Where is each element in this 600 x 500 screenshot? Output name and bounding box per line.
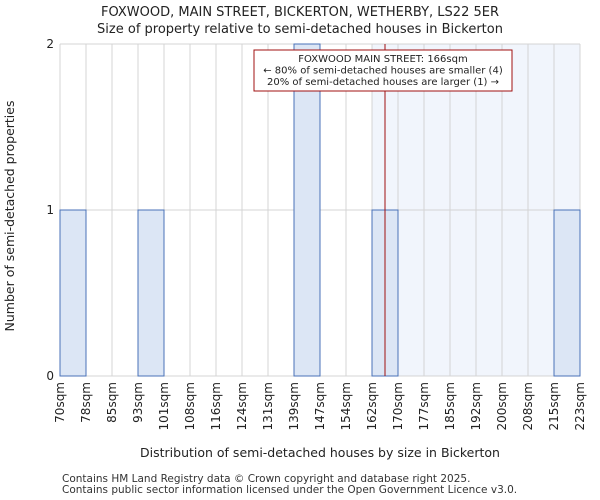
x-tick-label: 200sqm xyxy=(495,382,509,430)
annotation-box xyxy=(253,49,513,92)
y-axis-label: Number of semi-detached properties xyxy=(2,101,17,332)
x-tick-label: 108sqm xyxy=(183,382,197,430)
x-axis-label: Distribution of semi-detached houses by … xyxy=(140,445,500,460)
x-tick-label: 215sqm xyxy=(547,382,561,430)
x-ticks: 70sqm 78sqm 85sqm 93sqm 101sqm 108sqm 116sqm 12… xyxy=(53,382,587,430)
x-tick-label: 177sqm xyxy=(417,382,431,430)
chart: FOXWOOD, MAIN STREET, BICKERTON, WETHERB… xyxy=(2,5,587,460)
x-tick-label: 208sqm xyxy=(521,382,535,430)
x-tick-label: 70sqm xyxy=(53,382,67,423)
annotation-line: FOXWOOD MAIN STREET: 166sqm xyxy=(298,54,467,65)
x-tick-label: 124sqm xyxy=(235,382,249,430)
bar xyxy=(553,209,581,377)
x-tick-label: 154sqm xyxy=(339,382,353,430)
annotation-line: 20% of semi-detached houses are larger (… xyxy=(267,77,499,88)
x-tick-label: 185sqm xyxy=(443,382,457,430)
y-ticks: 0 1 2 xyxy=(46,37,54,383)
x-tick-label: 162sqm xyxy=(365,382,379,430)
x-tick-label: 116sqm xyxy=(209,382,223,430)
x-tick-label: 131sqm xyxy=(261,382,275,430)
footer-copyright: Contains HM Land Registry data © Crown c… xyxy=(62,473,471,485)
bar xyxy=(59,209,87,377)
marker: FOXWOOD MAIN STREET: 166sqm← 80% of semi… xyxy=(253,44,513,376)
x-tick-label: 147sqm xyxy=(313,382,327,430)
chart-title: FOXWOOD, MAIN STREET, BICKERTON, WETHERB… xyxy=(101,5,499,20)
y-tick-label: 0 xyxy=(46,369,54,383)
annotation-line: ← 80% of semi-detached houses are smalle… xyxy=(263,66,503,77)
footer-licence: Contains public sector information licen… xyxy=(62,484,518,496)
x-tick-label: 101sqm xyxy=(157,382,171,430)
x-tick-label: 192sqm xyxy=(469,382,483,430)
y-tick-label: 2 xyxy=(46,37,54,51)
x-tick-label: 170sqm xyxy=(391,382,405,430)
x-tick-label: 85sqm xyxy=(105,382,119,423)
x-tick-label: 139sqm xyxy=(287,382,301,430)
bar xyxy=(137,209,165,377)
chart-subtitle: Size of property relative to semi-detach… xyxy=(97,22,503,37)
y-tick-label: 1 xyxy=(46,203,54,217)
x-tick-label: 93sqm xyxy=(131,382,145,423)
x-tick-label: 223sqm xyxy=(573,382,587,430)
x-tick-label: 78sqm xyxy=(79,382,93,423)
bar xyxy=(293,43,321,377)
